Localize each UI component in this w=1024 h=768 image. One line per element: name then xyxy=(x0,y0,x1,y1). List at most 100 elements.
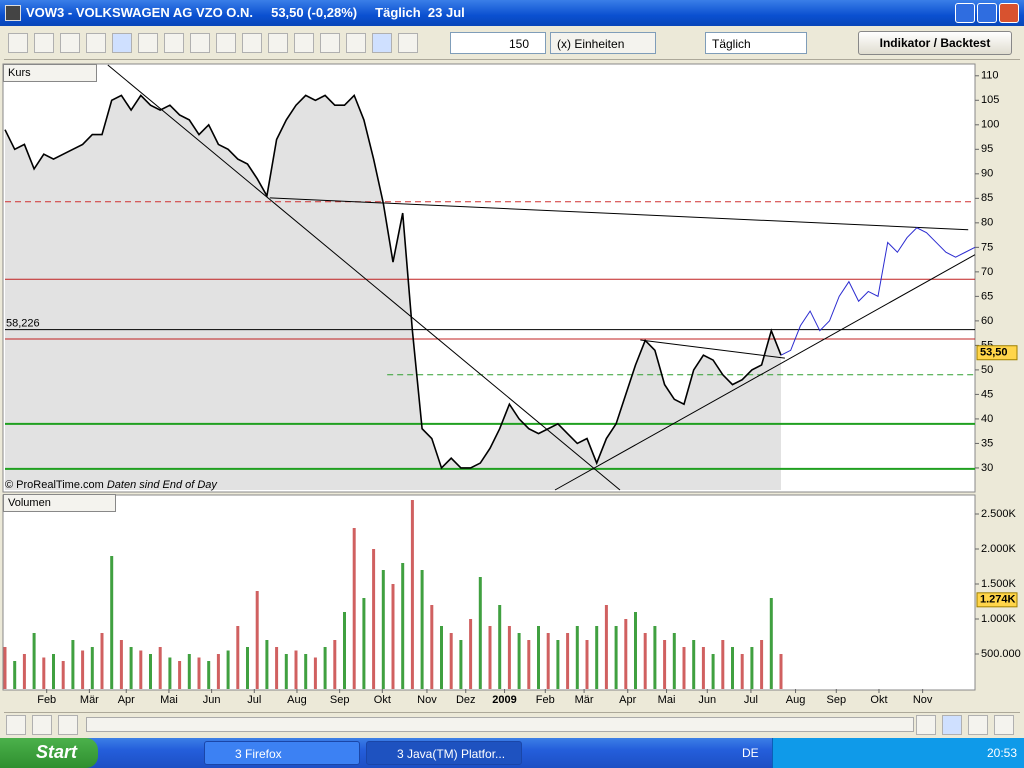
volume-bar xyxy=(430,605,434,689)
x-tick-label: Okt xyxy=(870,694,887,706)
volume-bar xyxy=(32,633,36,689)
volume-bar xyxy=(750,647,754,689)
scrollbar[interactable] xyxy=(86,717,914,732)
tool-trend[interactable] xyxy=(372,33,392,53)
tool-line[interactable] xyxy=(112,33,132,53)
app-icon xyxy=(5,5,21,21)
tool-zoom[interactable] xyxy=(86,33,106,53)
close-button[interactable] xyxy=(999,3,1019,23)
volume-bar xyxy=(343,612,346,689)
volume-bar xyxy=(352,528,356,689)
volume-bar xyxy=(478,577,482,689)
y-tick-label: 35 xyxy=(981,437,993,449)
y-tick-label: 40 xyxy=(981,413,993,425)
symbol: VOW3 - VOLKSWAGEN AG VZO O.N. xyxy=(26,5,254,20)
volume-bar xyxy=(653,626,657,689)
volume-bar xyxy=(721,640,725,689)
volume-bar xyxy=(769,598,773,689)
tool-ray[interactable] xyxy=(138,33,158,53)
print-button[interactable] xyxy=(32,715,52,735)
volume-bar xyxy=(498,605,502,689)
volume-bar xyxy=(566,633,570,689)
volume-bar xyxy=(672,633,676,689)
tool-hline[interactable] xyxy=(164,33,184,53)
copyright: © ProRealTime.com xyxy=(5,479,104,491)
volume-bar xyxy=(187,654,191,689)
y-tick-label: 75 xyxy=(981,241,993,253)
trendline xyxy=(269,197,969,231)
trendline xyxy=(107,64,621,491)
x-tick-label: Mär xyxy=(575,694,594,706)
tool-parallel[interactable] xyxy=(294,33,314,53)
last-value-label: 53,50 xyxy=(980,347,1008,359)
minimize-button[interactable] xyxy=(955,3,975,23)
y-tick-label: 70 xyxy=(981,266,993,278)
last-value-box xyxy=(976,592,1018,608)
units-input[interactable]: 150 xyxy=(450,32,546,54)
x-tick-label: Mai xyxy=(658,694,676,706)
volume-bar xyxy=(119,640,123,689)
volume-bar xyxy=(692,640,696,689)
start-button[interactable]: Start xyxy=(0,738,98,768)
tool-alert[interactable] xyxy=(60,33,80,53)
x-tick-label: Okt xyxy=(374,694,391,706)
bottom-toolbar xyxy=(4,712,1020,736)
x-tick-label: Jul xyxy=(247,694,261,706)
volume-bar xyxy=(731,647,734,689)
volume-bar xyxy=(459,640,463,689)
tool-pointer[interactable] xyxy=(8,33,28,53)
volume-bar xyxy=(624,619,628,689)
tool-pattern[interactable] xyxy=(398,33,418,53)
toolbar: 150 (x) Einheiten Täglich Indikator / Ba… xyxy=(4,28,1020,60)
y-tick-label: 95 xyxy=(981,143,993,155)
x-tick-label: Aug xyxy=(287,694,307,706)
x-tick-label: Feb xyxy=(536,694,555,706)
tool-button[interactable] xyxy=(916,715,936,735)
y-tick-label: 500.000 xyxy=(981,648,1021,660)
level-label: 58,226 xyxy=(6,317,40,329)
period-dropdown[interactable]: Täglich xyxy=(705,32,807,54)
volume-bar xyxy=(158,647,162,689)
volume-bar xyxy=(71,640,75,689)
x-tick-label: 2009 xyxy=(492,694,516,706)
last-value-label: 1.274K xyxy=(980,594,1016,606)
task-button[interactable]: 3 Java(TM) Platfor... xyxy=(366,741,522,765)
indicator-button[interactable]: Indikator / Backtest xyxy=(858,31,1012,55)
trendline xyxy=(640,339,785,359)
volume-bar xyxy=(643,633,647,689)
close-chart-button[interactable] xyxy=(58,715,78,735)
y-tick-label: 80 xyxy=(981,217,993,229)
volume-bar xyxy=(100,633,104,689)
tool-settings[interactable] xyxy=(320,33,340,53)
zoom-out-button[interactable] xyxy=(968,715,988,735)
x-tick-label: Apr xyxy=(118,694,135,706)
volume-bar xyxy=(226,650,230,689)
volume-bar xyxy=(323,647,327,689)
tool-ruler[interactable] xyxy=(34,33,54,53)
volume-bar xyxy=(236,626,240,689)
zoom-in-button[interactable] xyxy=(994,715,1014,735)
language[interactable]: DE xyxy=(742,746,759,760)
maximize-button[interactable] xyxy=(977,3,997,23)
tool-channel[interactable] xyxy=(268,33,288,53)
volume-bar xyxy=(294,650,298,689)
tool-delete[interactable] xyxy=(346,33,366,53)
volume-bar xyxy=(585,640,589,689)
x-tick-label: Aug xyxy=(786,694,806,706)
tool-vline[interactable] xyxy=(190,33,210,53)
volume-bar xyxy=(304,654,308,689)
fit-button[interactable] xyxy=(942,715,962,735)
volume-bar xyxy=(168,657,172,689)
mail-button[interactable] xyxy=(6,715,26,735)
tool-text[interactable] xyxy=(242,33,262,53)
x-tick-label: Apr xyxy=(619,694,636,706)
volume-bar xyxy=(13,661,17,689)
tool-fib[interactable] xyxy=(216,33,236,53)
volume-bar xyxy=(546,633,550,689)
task-button[interactable]: 3 Firefox xyxy=(204,741,360,765)
volume-bar xyxy=(139,650,143,689)
volume-bar xyxy=(410,500,414,689)
units-dropdown[interactable]: (x) Einheiten xyxy=(550,32,656,54)
volume-bar xyxy=(81,650,85,689)
